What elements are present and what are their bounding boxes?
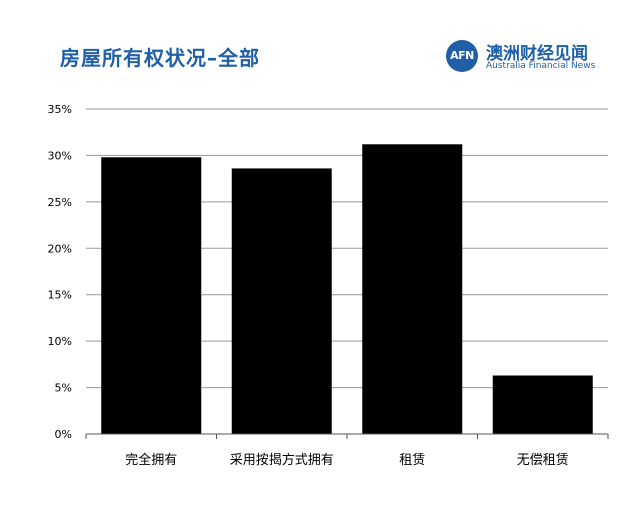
y-tick-label: 25% bbox=[48, 196, 72, 209]
category-label: 租赁 bbox=[399, 453, 425, 468]
category-labels: 完全拥有 采用按揭方式拥有 租赁 无偿租赁 bbox=[125, 452, 569, 468]
bar-1 bbox=[231, 168, 332, 434]
category-label: 采用按揭方式拥有 bbox=[230, 452, 334, 468]
y-tick-label: 10% bbox=[48, 335, 72, 348]
y-tick-label: 5% bbox=[55, 382, 72, 395]
y-tick-label: 15% bbox=[48, 289, 72, 302]
brand-logo: AFN 澳洲财经见闻 Australia Financial News bbox=[446, 40, 616, 74]
category-label: 无偿租赁 bbox=[517, 453, 569, 468]
y-tick-label: 0% bbox=[55, 428, 72, 441]
brand-name: 澳洲财经见闻 bbox=[486, 44, 588, 64]
category-label: 完全拥有 bbox=[125, 452, 177, 468]
bar-0 bbox=[101, 157, 202, 435]
bars bbox=[101, 144, 593, 435]
bar-3 bbox=[492, 375, 593, 434]
chart-title: 房屋所有权状况–全部 bbox=[60, 46, 260, 70]
y-axis-ticks: 0% 5% 10% 15% 20% 25% 30% 35% bbox=[48, 103, 72, 441]
bar-2 bbox=[362, 144, 463, 435]
y-tick-label: 20% bbox=[48, 242, 72, 255]
x-axis bbox=[85, 433, 609, 439]
y-tick-label: 30% bbox=[48, 149, 72, 162]
afn-logo-icon: AFN bbox=[446, 40, 478, 72]
brand-subtitle: Australia Financial News bbox=[486, 61, 596, 71]
y-tick-label: 35% bbox=[48, 103, 72, 116]
